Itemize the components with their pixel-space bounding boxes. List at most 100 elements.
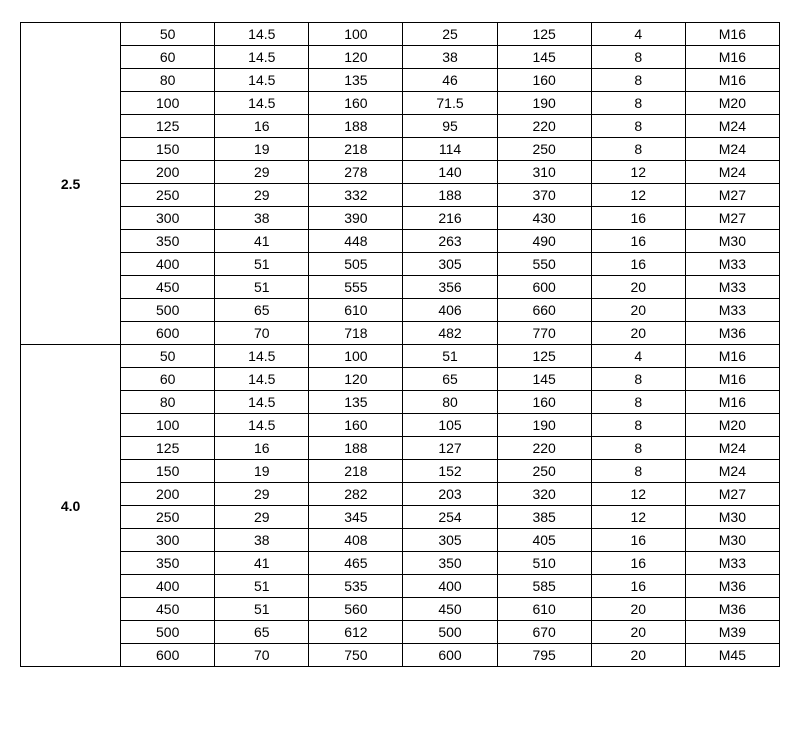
table-cell: 505 xyxy=(309,253,403,276)
table-cell: 370 xyxy=(497,184,591,207)
table-cell: 20 xyxy=(591,621,685,644)
table-cell: 600 xyxy=(403,644,497,667)
table-cell: 250 xyxy=(497,138,591,161)
table-cell: 300 xyxy=(121,207,215,230)
table-cell: 450 xyxy=(121,276,215,299)
table-cell: 405 xyxy=(497,529,591,552)
table-cell: 400 xyxy=(121,575,215,598)
table-row: 10014.51601051908M20 xyxy=(21,414,780,437)
table-cell: M16 xyxy=(685,69,779,92)
table-row: 2002927814031012M24 xyxy=(21,161,780,184)
pressure-rating-cell: 2.5 xyxy=(21,23,121,345)
table-cell: M33 xyxy=(685,552,779,575)
table-cell: 70 xyxy=(215,644,309,667)
table-cell: 263 xyxy=(403,230,497,253)
table-row: 4.05014.5100511254M16 xyxy=(21,345,780,368)
table-cell: M36 xyxy=(685,598,779,621)
table-cell: 105 xyxy=(403,414,497,437)
table-cell: 718 xyxy=(309,322,403,345)
table-cell: 14.5 xyxy=(215,391,309,414)
table-cell: 795 xyxy=(497,644,591,667)
table-cell: 8 xyxy=(591,368,685,391)
table-cell: 400 xyxy=(403,575,497,598)
table-cell: 29 xyxy=(215,483,309,506)
table-row: 8014.5135461608M16 xyxy=(21,69,780,92)
table-cell: 610 xyxy=(497,598,591,621)
table-cell: 305 xyxy=(403,529,497,552)
table-cell: 125 xyxy=(497,345,591,368)
table-cell: 14.5 xyxy=(215,414,309,437)
page: 2.55014.5100251254M166014.5120381458M168… xyxy=(0,0,800,742)
table-row: 4005153540058516M36 xyxy=(21,575,780,598)
table-cell: 95 xyxy=(403,115,497,138)
table-row: 2502934525438512M30 xyxy=(21,506,780,529)
table-cell: 16 xyxy=(215,437,309,460)
table-row: 3003840830540516M30 xyxy=(21,529,780,552)
table-cell: 19 xyxy=(215,138,309,161)
table-cell: M33 xyxy=(685,253,779,276)
table-cell: 100 xyxy=(309,23,403,46)
table-cell: 12 xyxy=(591,506,685,529)
table-cell: 216 xyxy=(403,207,497,230)
table-cell: 600 xyxy=(121,322,215,345)
table-cell: M27 xyxy=(685,184,779,207)
table-row: 2.55014.5100251254M16 xyxy=(21,23,780,46)
table-cell: 585 xyxy=(497,575,591,598)
table-cell: 500 xyxy=(121,621,215,644)
table-row: 10014.516071.51908M20 xyxy=(21,92,780,115)
table-cell: 41 xyxy=(215,230,309,253)
table-cell: 51 xyxy=(215,253,309,276)
table-row: 4505155535660020M33 xyxy=(21,276,780,299)
table-row: 6014.5120381458M16 xyxy=(21,46,780,69)
table-cell: 550 xyxy=(497,253,591,276)
table-cell: 555 xyxy=(309,276,403,299)
table-cell: 400 xyxy=(121,253,215,276)
spec-table: 2.55014.5100251254M166014.5120381458M168… xyxy=(20,22,780,667)
table-cell: 750 xyxy=(309,644,403,667)
table-cell: 408 xyxy=(309,529,403,552)
table-cell: M33 xyxy=(685,276,779,299)
table-cell: 350 xyxy=(121,552,215,575)
table-cell: M24 xyxy=(685,115,779,138)
table-cell: 8 xyxy=(591,460,685,483)
table-cell: 8 xyxy=(591,138,685,161)
table-cell: 100 xyxy=(121,414,215,437)
table-cell: M16 xyxy=(685,23,779,46)
table-cell: 188 xyxy=(403,184,497,207)
table-cell: 282 xyxy=(309,483,403,506)
table-row: 3504146535051016M33 xyxy=(21,552,780,575)
table-cell: 218 xyxy=(309,460,403,483)
table-cell: 190 xyxy=(497,414,591,437)
table-row: 2502933218837012M27 xyxy=(21,184,780,207)
table-cell: 510 xyxy=(497,552,591,575)
table-cell: 406 xyxy=(403,299,497,322)
table-cell: 100 xyxy=(309,345,403,368)
table-cell: 14.5 xyxy=(215,46,309,69)
table-cell: 600 xyxy=(121,644,215,667)
table-cell: 12 xyxy=(591,184,685,207)
table-cell: 160 xyxy=(309,414,403,437)
table-cell: M30 xyxy=(685,529,779,552)
table-cell: 332 xyxy=(309,184,403,207)
table-cell: M20 xyxy=(685,414,779,437)
table-cell: 450 xyxy=(403,598,497,621)
table-cell: M39 xyxy=(685,621,779,644)
table-cell: 12 xyxy=(591,483,685,506)
table-cell: 65 xyxy=(215,621,309,644)
table-cell: M24 xyxy=(685,138,779,161)
table-cell: 490 xyxy=(497,230,591,253)
table-cell: 16 xyxy=(591,207,685,230)
table-cell: 29 xyxy=(215,184,309,207)
table-cell: M16 xyxy=(685,46,779,69)
table-cell: 8 xyxy=(591,92,685,115)
table-cell: 770 xyxy=(497,322,591,345)
table-cell: M45 xyxy=(685,644,779,667)
table-cell: 305 xyxy=(403,253,497,276)
table-cell: 278 xyxy=(309,161,403,184)
table-cell: 65 xyxy=(215,299,309,322)
table-cell: M30 xyxy=(685,230,779,253)
table-cell: 150 xyxy=(121,138,215,161)
table-cell: 200 xyxy=(121,161,215,184)
table-cell: 188 xyxy=(309,437,403,460)
table-cell: 250 xyxy=(497,460,591,483)
